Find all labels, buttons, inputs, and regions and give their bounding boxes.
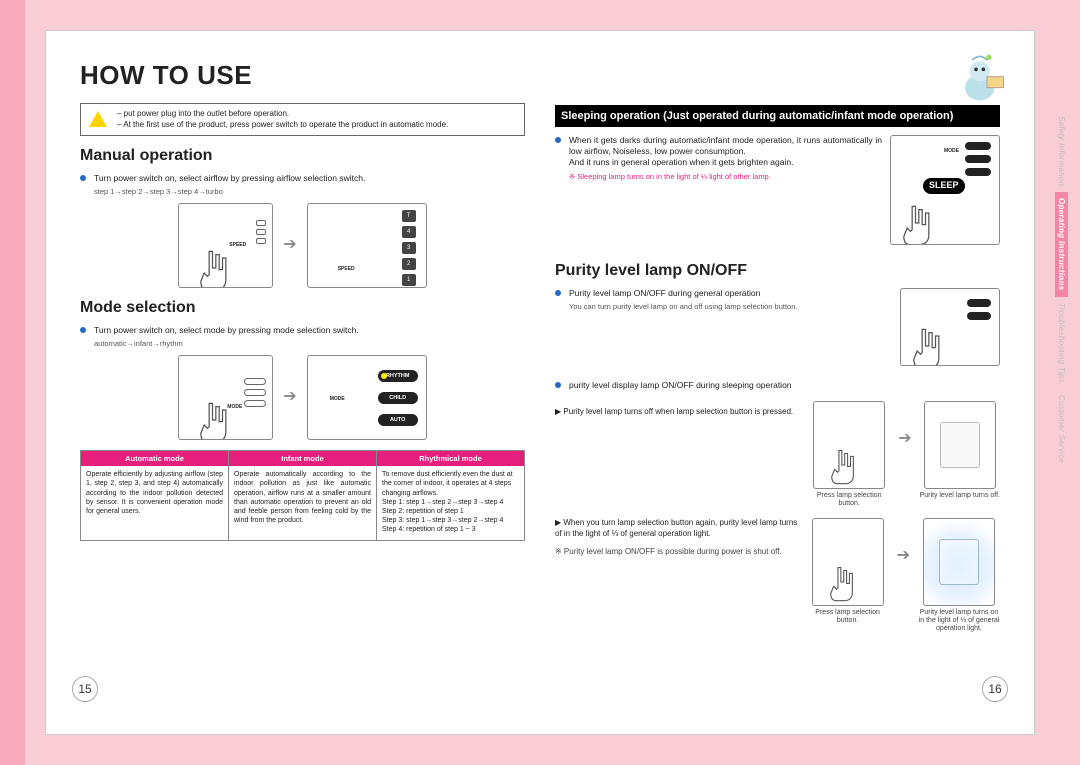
- bullet-dot: [80, 175, 86, 181]
- purity-r1: ▶ Purity level lamp turns off when lamp …: [555, 401, 800, 417]
- manual-diagram: SPEED ➔ SPEED T 4 3: [80, 203, 525, 288]
- cap-on: Purity level lamp turns on in the light …: [918, 609, 1000, 633]
- level-2: 2: [402, 258, 416, 270]
- mode-diagram: MODE ➔ MODE RHYTHM CHILD AUTO: [80, 355, 525, 440]
- panel-mode-pills: MODE RHYTHM CHILD AUTO: [307, 355, 427, 440]
- td-infant: Operate automatically according to the i…: [234, 470, 371, 525]
- level-3: 3: [402, 242, 416, 254]
- manual-page-spread: HOW TO USE – put power plug into the out…: [45, 30, 1035, 735]
- tab-troubleshoot[interactable]: Troubleshooting Tips: [1055, 297, 1068, 389]
- warning-text: – put power plug into the outlet before …: [117, 109, 448, 131]
- left-column: HOW TO USE – put power plug into the out…: [80, 59, 525, 706]
- manual-bullet: Turn power switch on, select airflow by …: [94, 173, 525, 184]
- th-auto: Automatic mode: [81, 451, 228, 467]
- level-t: T: [402, 210, 416, 222]
- panel-on: [923, 518, 995, 606]
- purity-b1sub: You can turn purity level lamp on and of…: [569, 302, 892, 312]
- sleep-tag: SLEEP: [923, 178, 965, 194]
- panel-speed-levels: SPEED T 4 3 2 1: [307, 203, 427, 288]
- purity-r2: ▶ When you turn lamp selection button ag…: [555, 518, 799, 539]
- purity-b2: purity level display lamp ON/OFF during …: [569, 380, 1000, 391]
- panel-press-2: [812, 518, 884, 606]
- bullet-dot: [80, 327, 86, 333]
- tab-customer[interactable]: Customer Service: [1055, 389, 1068, 469]
- sleeping-bullet: When it gets darks during automatic/infa…: [569, 135, 882, 168]
- cap-off: Purity level lamp turns off.: [920, 492, 1000, 500]
- td-auto: Operate efficiently by adjusting airflow…: [86, 470, 223, 515]
- warn-line2: – At the first use of the product, press…: [117, 120, 448, 131]
- led-sleep: [965, 168, 991, 176]
- bullet-dot: [555, 137, 561, 143]
- col-rhythm: Rhythmical mode To remove dust efficient…: [376, 451, 524, 540]
- hand-icon: [825, 557, 861, 606]
- cap-press-2: Press lamp selection button.: [807, 609, 889, 625]
- speed-label-2: SPEED: [338, 266, 355, 273]
- td-rhythm: To remove dust efficiently even the dust…: [382, 470, 519, 534]
- hand-icon: [826, 440, 862, 489]
- sleeping-text2: And it runs in general operation when it…: [569, 157, 793, 167]
- warning-icon: [89, 111, 107, 127]
- panel-purity-gen: [900, 288, 1000, 366]
- arrow-icon: ➔: [898, 429, 911, 450]
- page-num-left: 15: [72, 676, 98, 702]
- th-infant: Infant mode: [229, 451, 376, 467]
- led-child: [965, 142, 991, 150]
- bullet-dot: [555, 382, 561, 388]
- bullet-dot: [555, 290, 561, 296]
- pill-child: CHILD: [378, 392, 418, 404]
- cap-press-1: Press lamp selection button.: [808, 492, 890, 508]
- mode-bullet: Turn power switch on, select mode by pre…: [94, 325, 525, 336]
- hand-icon: [897, 198, 939, 245]
- purity-b1: Purity level lamp ON/OFF during general …: [569, 288, 892, 299]
- purity-note: ※ Purity level lamp ON/OFF is possible d…: [555, 547, 799, 557]
- page-title: HOW TO USE: [80, 59, 525, 93]
- mode-table: Automatic mode Operate efficiently by ad…: [80, 450, 525, 541]
- mode-sub: automatic→infant→rhythm: [94, 339, 525, 349]
- purity-heading: Purity level lamp ON/OFF: [555, 261, 1000, 282]
- panel-off: [924, 401, 996, 489]
- col-auto: Automatic mode Operate efficiently by ad…: [81, 451, 228, 540]
- mode-label-2: MODE: [330, 396, 345, 403]
- warning-box: – put power plug into the outlet before …: [80, 103, 525, 137]
- tab-safety[interactable]: Safety Information: [1055, 110, 1068, 192]
- mode-heading: Mode selection: [80, 298, 525, 319]
- level-4: 4: [402, 226, 416, 238]
- panel-hand-speed: SPEED: [178, 203, 273, 288]
- th-rhythm: Rhythmical mode: [377, 451, 524, 467]
- panel-hand-mode: MODE: [178, 355, 273, 440]
- sleeping-heading: Sleeping operation (Just operated during…: [555, 105, 1000, 127]
- right-column: Sleeping operation (Just operated during…: [555, 59, 1000, 706]
- arrow-icon: ➔: [283, 387, 296, 408]
- pill-rhythm: RHYTHM: [378, 370, 418, 382]
- manual-sub: step 1→step 2→step 3→step 4→turbo: [94, 187, 525, 197]
- left-margin: [0, 0, 25, 765]
- warn-line1: – put power plug into the outlet before …: [117, 109, 448, 120]
- pill-auto: AUTO: [378, 414, 418, 426]
- col-infant: Infant mode Operate automatically accord…: [228, 451, 376, 540]
- arrow-icon: ➔: [897, 546, 910, 567]
- sleeping-note: ※ Sleeping lamp turns on in the light of…: [569, 172, 882, 182]
- hand-icon: [907, 321, 949, 366]
- page-num-right: 16: [982, 676, 1008, 702]
- led-auto: [965, 155, 991, 163]
- arrow-icon: ➔: [283, 235, 296, 256]
- section-tabs: Safety Information Operating Instruction…: [1055, 110, 1068, 469]
- level-1: 1: [402, 274, 416, 286]
- sleep-mode-label: MODE: [944, 148, 959, 155]
- hand-icon: [194, 395, 236, 440]
- panel-press-1: [813, 401, 885, 489]
- panel-sleep: MODE SLEEP: [890, 135, 1000, 245]
- hand-icon: [194, 243, 236, 288]
- tab-operating[interactable]: Operating Instructions: [1055, 192, 1068, 296]
- manual-heading: Manual operation: [80, 146, 525, 167]
- sleeping-text1: When it gets darks during automatic/infa…: [569, 135, 882, 156]
